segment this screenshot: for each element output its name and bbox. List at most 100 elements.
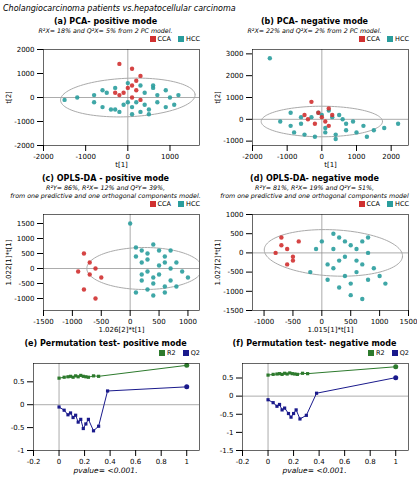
html-text:CCA: CCA (157, 200, 171, 208)
svg-text:0.8: 0.8 (156, 458, 167, 466)
svg-text:0.2: 0.2 (288, 458, 299, 466)
svg-text:-1: -1 (18, 447, 25, 455)
svg-text:0: 0 (30, 265, 34, 273)
svg-text:0.6: 0.6 (130, 458, 142, 466)
html-text:HCC: HCC (186, 200, 200, 208)
svg-text:500: 500 (230, 230, 243, 238)
svg-text:0.2: 0.2 (79, 458, 90, 466)
svg-text:-1000: -1000 (14, 118, 34, 126)
svg-text:1000: 1000 (348, 153, 366, 161)
html-text:(c) OPLS-DA - positive mode: (c) OPLS-DA - positive mode (41, 174, 169, 183)
svg-text:t[2]: t[2] (214, 91, 222, 104)
svg-text:1.027[2]*t[1]: 1.027[2]*t[1] (214, 239, 222, 285)
svg-text:-1000: -1000 (14, 295, 34, 303)
svg-text:-0.2: -0.2 (27, 458, 41, 466)
svg-text:500: 500 (344, 318, 358, 327)
svg-text:1: 1 (184, 458, 188, 466)
svg-text:t[1]: t[1] (324, 161, 337, 169)
svg-text:-1: -1 (227, 429, 234, 437)
html-text:from one predictive and one or: from one predictive and one orthogonal c… (10, 192, 201, 199)
svg-text:-1.5: -1.5 (220, 447, 234, 455)
svg-text:0: 0 (266, 458, 270, 466)
svg-text:0.6: 0.6 (339, 458, 351, 466)
svg-text:-500: -500 (228, 268, 244, 276)
svg-text:t[2]: t[2] (5, 91, 13, 104)
svg-text:0: 0 (239, 249, 243, 257)
html-text:HCC: HCC (395, 200, 409, 208)
svg-text:1: 1 (393, 458, 397, 466)
html-text:(d) OPLS-DA- negative mode: (d) OPLS-DA- negative mode (250, 174, 379, 183)
svg-text:-500: -500 (93, 318, 110, 327)
svg-text:1.015[1]*t[1]: 1.015[1]*t[1] (307, 326, 353, 334)
svg-text:2000: 2000 (17, 46, 35, 54)
svg-text:0.4: 0.4 (314, 458, 326, 466)
svg-text:0: 0 (229, 392, 233, 400)
svg-text:0: 0 (57, 458, 61, 466)
html-text:R²Y= 86%, R²X= 12% and Q²Y= 39: R²Y= 86%, R²X= 12% and Q²Y= 39%, (46, 184, 165, 191)
svg-text:0: 0 (127, 318, 133, 327)
svg-text:1000: 1000 (226, 94, 244, 102)
svg-text:-2000: -2000 (242, 153, 262, 161)
svg-text:0: 0 (30, 94, 34, 102)
svg-text:1.026[2]*t[1]: 1.026[2]*t[1] (98, 326, 144, 334)
html-text:R2: R2 (167, 349, 176, 357)
svg-text:-0.5: -0.5 (220, 410, 234, 418)
svg-text:1500: 1500 (17, 220, 35, 228)
html-text:(a) PCA- positive mode: (a) PCA- positive mode (53, 17, 158, 26)
svg-text:0.8: 0.8 (365, 458, 376, 466)
svg-text:-1500: -1500 (33, 318, 53, 326)
html-text:Cholangiocarcinoma patients vs: Cholangiocarcinoma patients vs.hepatocel… (3, 4, 236, 13)
svg-text:-1000: -1000 (277, 153, 297, 161)
svg-text:1000: 1000 (226, 211, 244, 219)
svg-text:0.4: 0.4 (105, 458, 117, 466)
svg-text:-0.5: -0.5 (11, 424, 25, 432)
html-text:CCA: CCA (366, 35, 380, 43)
svg-text:1.022[1]*t[1]: 1.022[1]*t[1] (5, 239, 13, 285)
svg-text:t[1]: t[1] (115, 161, 128, 169)
svg-text:0: 0 (125, 153, 131, 162)
svg-text:-1000: -1000 (62, 318, 82, 326)
svg-text:3000: 3000 (226, 50, 244, 58)
svg-text:0: 0 (319, 153, 325, 162)
html-text:CCA: CCA (157, 35, 171, 43)
svg-text:0.5: 0.5 (13, 378, 24, 386)
svg-text:1000: 1000 (161, 153, 179, 161)
html-text:CCA: CCA (366, 200, 380, 208)
svg-text:1000: 1000 (371, 318, 389, 326)
html-text:Q2: Q2 (190, 349, 200, 357)
svg-text:2000: 2000 (382, 153, 400, 161)
svg-text:1000: 1000 (17, 70, 35, 78)
svg-text:2000: 2000 (226, 72, 244, 80)
svg-text:1000: 1000 (179, 318, 197, 326)
html-text:R²X= 22% and Q²X= 2% from 2 PC: R²X= 22% and Q²X= 2% from 2 PC model. (247, 27, 382, 34)
svg-text:-0.2: -0.2 (236, 458, 250, 466)
svg-text:0: 0 (20, 401, 24, 409)
html-text:R2: R2 (376, 349, 385, 357)
svg-text:-2000: -2000 (14, 142, 34, 150)
svg-text:0.5: 0.5 (222, 374, 233, 382)
svg-text:0: 0 (239, 116, 243, 124)
svg-text:-1000: -1000 (223, 137, 243, 145)
html-text:HCC: HCC (186, 35, 200, 43)
html-text:(f) Permutation test- negative: (f) Permutation test- negative mode (232, 339, 397, 348)
html-text:R²Y= 81%, R²X= 19% and Q²Y= 51: R²Y= 81%, R²X= 19% and Q²Y= 51%, (255, 184, 374, 191)
svg-text:-1000: -1000 (254, 318, 274, 326)
svg-text:1500: 1500 (400, 318, 417, 326)
html-text:Q2: Q2 (399, 349, 409, 357)
svg-text:-1000: -1000 (75, 153, 95, 161)
html-text:R²X= 18% and Q²X= 5% from 2 PC: R²X= 18% and Q²X= 5% from 2 PC model. (38, 27, 173, 34)
svg-text:-500: -500 (19, 280, 35, 288)
html-text:(b) PCA- negative mode: (b) PCA- negative mode (261, 17, 368, 26)
svg-text:500: 500 (21, 250, 34, 258)
html-text:HCC: HCC (395, 35, 409, 43)
svg-text:-2000: -2000 (33, 153, 53, 161)
svg-text:500: 500 (152, 318, 165, 326)
svg-text:-1500: -1500 (223, 307, 243, 315)
svg-text:-1000: -1000 (223, 288, 243, 296)
svg-text:-500: -500 (285, 318, 301, 326)
html-text:from one predictive and one or: from one predictive and one orthogonal c… (220, 192, 409, 199)
html-text:pvalue= <0.001.: pvalue= <0.001. (282, 466, 347, 475)
svg-text:1000: 1000 (17, 235, 35, 243)
html-text:(e) Permutation test- positive: (e) Permutation test- positive mode (24, 339, 187, 348)
html-text:pvalue= <0.001.: pvalue= <0.001. (73, 466, 138, 475)
